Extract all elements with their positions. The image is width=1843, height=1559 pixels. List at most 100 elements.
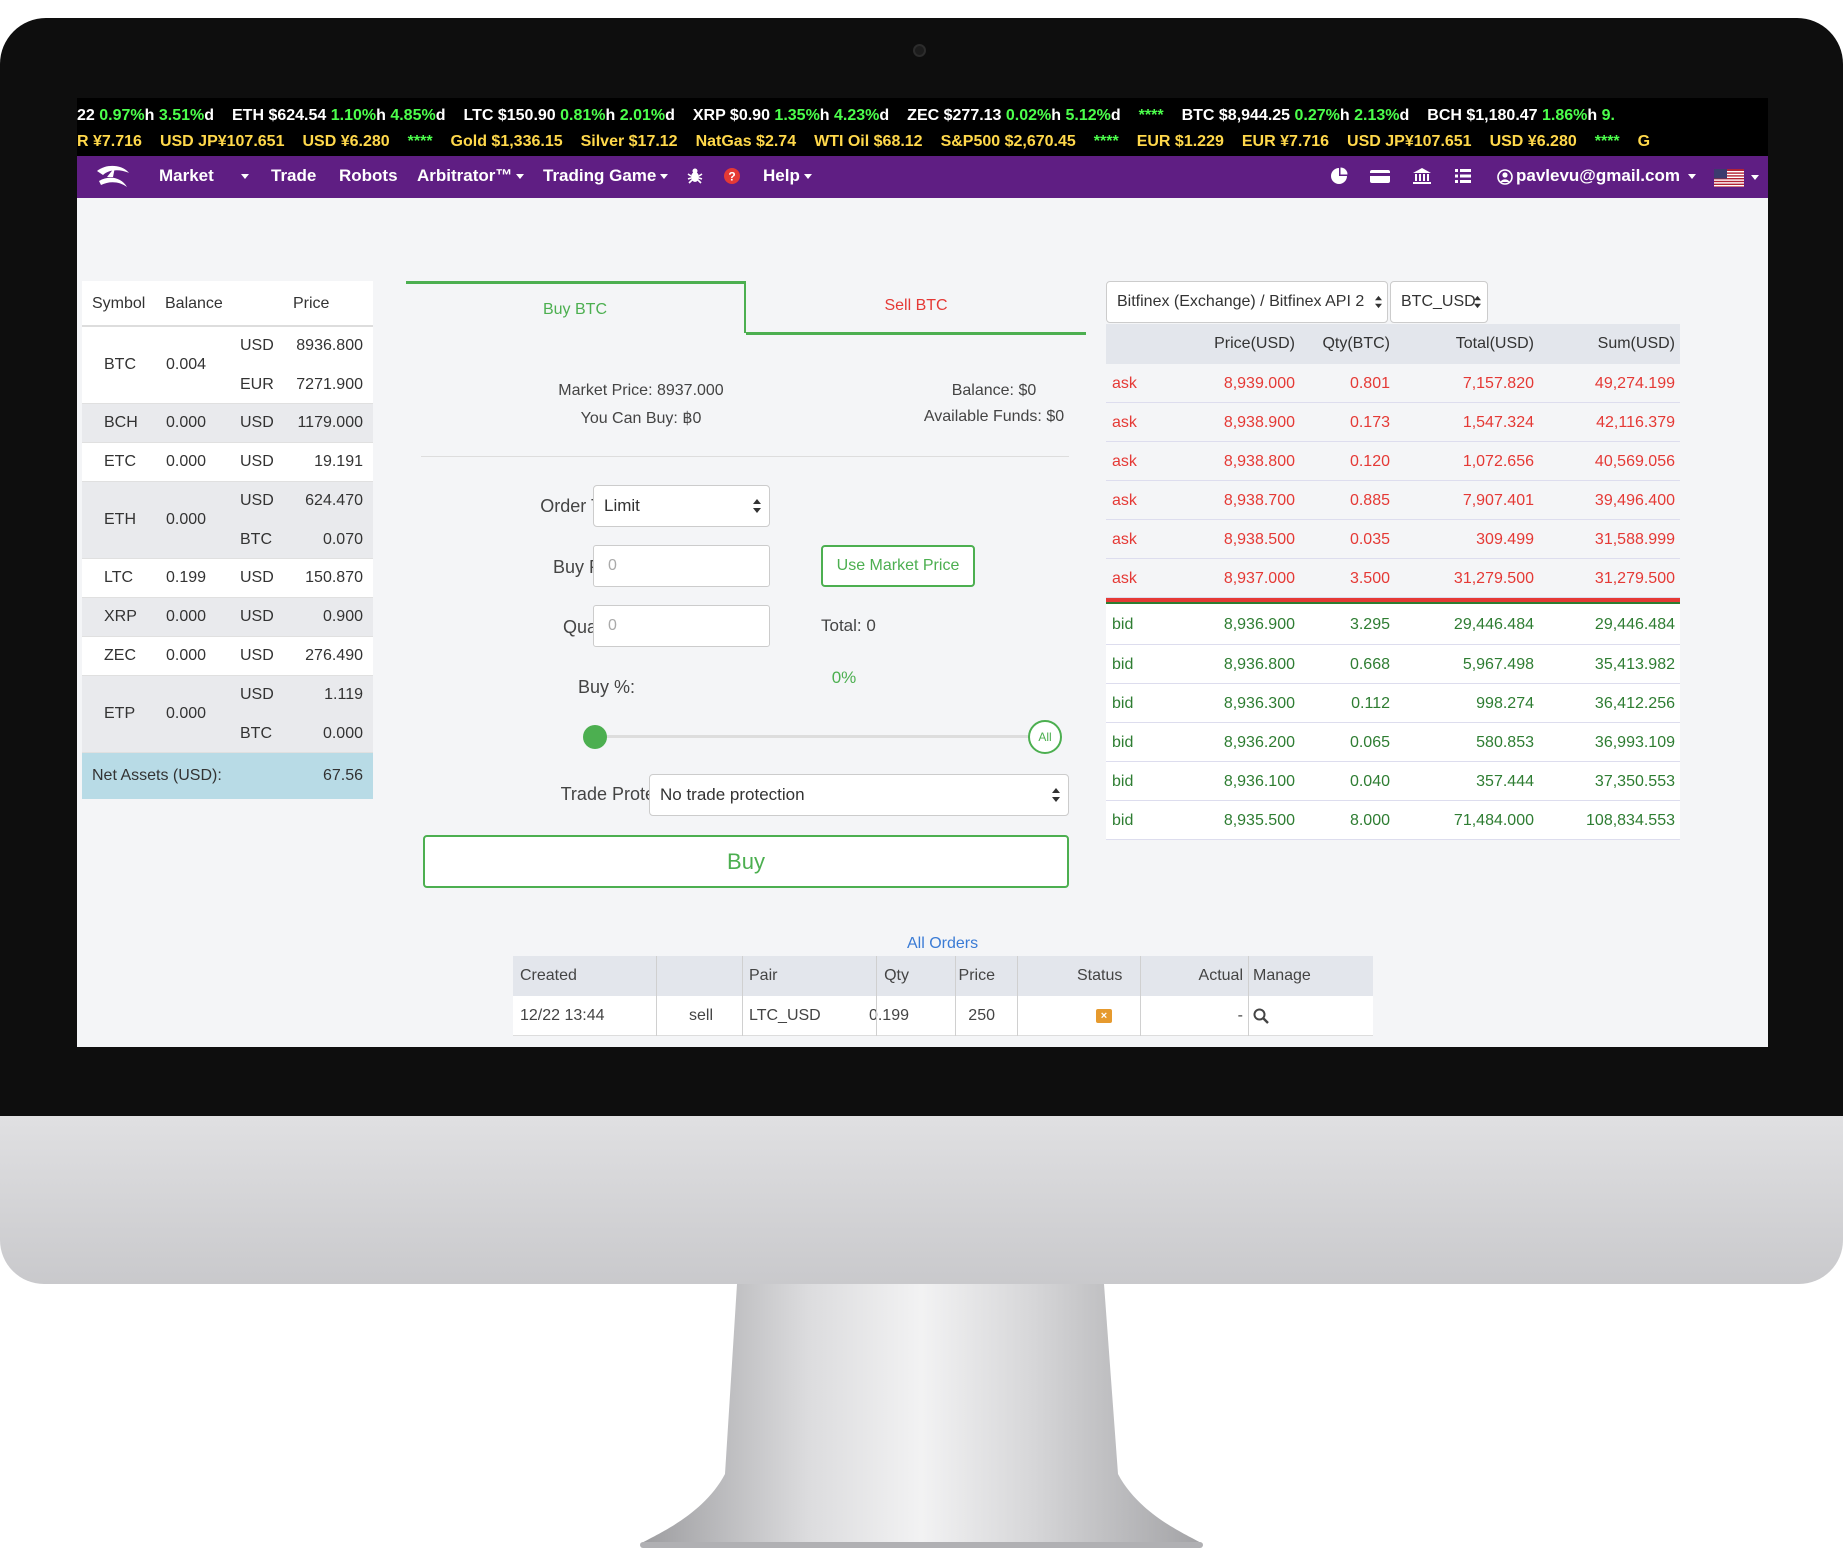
table-row[interactable]: 12/22 13:44 sell LTC_USD 0.199 250 - × [513, 996, 1373, 1036]
ticker-item[interactable]: XRP $0.90 1.35%h 4.23%d [693, 104, 889, 128]
ticker-item[interactable]: **** [1595, 130, 1620, 154]
ticker-text: h [605, 107, 620, 124]
ticker-text: 5.12% [1065, 107, 1111, 124]
order-book-row-bid[interactable]: bid 8,936.100 0.040 357.444 37,350.553 [1106, 762, 1680, 801]
ticker-item[interactable]: USD ¥6.280 [1490, 130, 1577, 154]
trade-protect-select[interactable]: No trade protection [649, 774, 1069, 816]
buy-percent-slider-handle[interactable] [583, 725, 607, 749]
ticker-item[interactable]: Gold $1,336.15 [451, 130, 563, 154]
brand-logo-icon[interactable] [93, 161, 133, 193]
price-currency: USD [240, 414, 274, 431]
ticker-item[interactable]: BTC $8,944.25 0.27%h 2.13%d [1182, 104, 1410, 128]
order-side: ask [1112, 375, 1137, 392]
order-book-row-ask[interactable]: ask 8,938.800 0.120 1,072.656 40,569.056 [1106, 442, 1680, 481]
ticker-item[interactable]: 22 0.97%h 3.51%d [77, 104, 214, 128]
bug-icon[interactable] [686, 167, 704, 185]
ticker-text: **** [1138, 107, 1164, 124]
ticker-text: 1.86% [1542, 107, 1588, 124]
net-assets-row: Net Assets (USD): 67.56 [82, 753, 373, 799]
tab-sell-btc[interactable]: Sell BTC [746, 281, 1086, 335]
ticker-item[interactable]: G [1638, 130, 1650, 154]
imac-stand [640, 1284, 1203, 1548]
exchange-value: Bitfinex (Exchange) / Bitfinex API 2 [1117, 293, 1365, 310]
ticker-item[interactable]: EUR $1.229 [1137, 130, 1224, 154]
cancel-status-icon[interactable]: × [1096, 1009, 1112, 1023]
use-market-price-button[interactable]: Use Market Price [821, 545, 975, 587]
ticker-item[interactable]: USD JP¥107.651 [1347, 130, 1472, 154]
exchange-select[interactable]: Bitfinex (Exchange) / Bitfinex API 2 [1106, 281, 1388, 323]
column-divider [656, 996, 657, 1036]
all-orders-link[interactable]: All Orders [907, 935, 979, 952]
ticker-text: ETH $624.54 [232, 107, 331, 124]
ticker-item[interactable]: WTI Oil $68.12 [814, 130, 922, 154]
quantity-input[interactable]: 0 [593, 605, 770, 647]
ticker-item[interactable]: NatGas $2.74 [696, 130, 797, 154]
order-book-row-bid[interactable]: bid 8,936.200 0.065 580.853 36,993.109 [1106, 723, 1680, 762]
ticker-text: BCH $1,180.47 [1427, 107, 1542, 124]
nav-arbitrator[interactable]: Arbitrator™ [417, 156, 525, 198]
tab-buy-btc[interactable]: Buy BTC [406, 281, 746, 333]
order-book-row-ask[interactable]: ask 8,938.700 0.885 7,907.401 39,496.400 [1106, 481, 1680, 520]
help-circle-icon[interactable]: ? [723, 167, 741, 185]
ticker-text: USD JP¥107.651 [1347, 133, 1472, 150]
nav-user-menu[interactable]: pavlevu@gmail.com [1497, 156, 1696, 198]
order-total-usd: 71,484.000 [1453, 812, 1534, 829]
ticker-item[interactable]: USD JP¥107.651 [160, 130, 285, 154]
order-book-row-bid[interactable]: bid 8,935.500 8.000 71,484.000 108,834.553 [1106, 801, 1680, 840]
bank-icon[interactable] [1412, 167, 1432, 185]
ticker-item[interactable]: ZEC $277.13 0.02%h 5.12%d [907, 104, 1120, 128]
price-value: 150.870 [305, 569, 363, 586]
order-price: 8,938.900 [1223, 414, 1295, 431]
order-sum-usd: 36,412.256 [1594, 695, 1675, 712]
buy-button[interactable]: Buy [423, 835, 1069, 888]
ticker-item[interactable]: **** [408, 130, 433, 154]
nav-trading-game[interactable]: Trading Game [543, 156, 669, 198]
ticker-text: h [1339, 107, 1355, 124]
buy-price-placeholder: 0 [608, 557, 617, 574]
order-book-row-bid[interactable]: bid 8,936.300 0.112 998.274 36,412.256 [1106, 684, 1680, 723]
buy-all-button[interactable]: All [1028, 720, 1062, 754]
order-book-row-ask[interactable]: ask 8,939.000 0.801 7,157.820 49,274.199 [1106, 364, 1680, 403]
ticker-item[interactable]: EUR ¥7.716 [1242, 130, 1329, 154]
order-qty: 0.173 [1349, 414, 1390, 431]
nav-trade[interactable]: Trade [271, 156, 316, 198]
order-book-row-ask[interactable]: ask 8,937.000 3.500 31,279.500 31,279.500 [1106, 559, 1680, 598]
list-icon[interactable] [1454, 167, 1472, 185]
ticker-item[interactable]: R ¥7.716 [77, 130, 142, 154]
us-flag-icon[interactable] [1714, 169, 1744, 187]
ticker-text: h [1051, 107, 1066, 124]
pie-chart-icon[interactable] [1330, 167, 1348, 185]
order-qty: 0.112 [1351, 695, 1390, 712]
ticker-item[interactable]: **** [1139, 104, 1164, 128]
order-sum-usd: 31,279.500 [1594, 570, 1675, 587]
order-book-row-ask[interactable]: ask 8,938.500 0.035 309.499 31,588.999 [1106, 520, 1680, 559]
ticker-item[interactable]: LTC $150.90 0.81%h 2.01%d [463, 104, 674, 128]
caret-down-icon[interactable] [1751, 175, 1759, 180]
ticker-item[interactable]: BCH $1,180.47 1.86%h 9. [1427, 104, 1615, 128]
nav-robots[interactable]: Robots [339, 156, 398, 198]
credit-card-icon[interactable] [1369, 167, 1391, 185]
order-book-row-ask[interactable]: ask 8,938.900 0.173 1,547.324 42,116.379 [1106, 403, 1680, 442]
ticker-text: 22 [77, 107, 100, 124]
nav-market-dropdown[interactable] [237, 156, 249, 198]
order-type-select[interactable]: Limit [593, 485, 770, 527]
search-icon[interactable] [1253, 1008, 1269, 1024]
buy-percent-slider-track[interactable] [596, 735, 1040, 738]
ticker-text: 2.13% [1354, 107, 1400, 124]
ticker-item[interactable]: Silver $17.12 [581, 130, 678, 154]
order-price: 8,938.500 [1223, 531, 1295, 548]
order-book-header: Price(USD) Qty(BTC) Total(USD) Sum(USD) [1106, 324, 1680, 364]
ticker-text: 0.27% [1294, 107, 1340, 124]
pair-select[interactable]: BTC_USD [1390, 281, 1488, 323]
ticker-item[interactable]: **** [1094, 130, 1119, 154]
nav-help[interactable]: Help [763, 156, 812, 198]
nav-market[interactable]: Market [159, 156, 214, 198]
ticker-item[interactable]: S&P500 $2,670.45 [941, 130, 1076, 154]
ticker-item[interactable]: ETH $624.54 1.10%h 4.85%d [232, 104, 445, 128]
ticker-item[interactable]: USD ¥6.280 [302, 130, 389, 154]
price-value: 1.119 [324, 686, 363, 703]
order-book-row-bid[interactable]: bid 8,936.800 0.668 5,967.498 35,413.982 [1106, 645, 1680, 684]
order-price: 8,938.800 [1223, 453, 1295, 470]
order-book-row-bid[interactable]: bid 8,936.900 3.295 29,446.484 29,446.484 [1106, 604, 1680, 645]
buy-price-input[interactable]: 0 [593, 545, 770, 587]
